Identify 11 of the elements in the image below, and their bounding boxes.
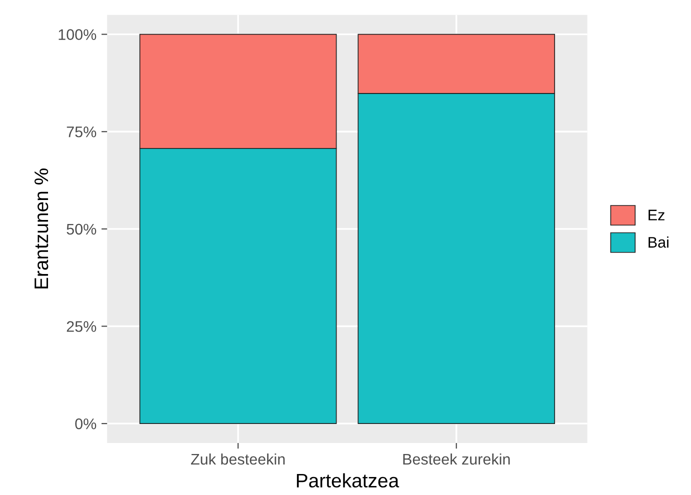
y-tick-label: 50% — [66, 224, 96, 235]
legend-label: Bai — [648, 236, 668, 248]
y-tick-label: 75% — [66, 126, 96, 138]
y-tick-label: 25% — [66, 321, 96, 332]
x-tick-label: Zuk besteekin — [191, 453, 285, 465]
legend-label: Ez — [648, 210, 664, 220]
y-tick-label: 0% — [75, 418, 96, 430]
y-tick-label: 100% — [58, 29, 96, 40]
x-axis-title: Partekatzea — [296, 473, 400, 488]
x-tick-label: Besteek zurekin — [403, 453, 510, 465]
y-axis-title: Erantzunen % — [34, 168, 48, 288]
